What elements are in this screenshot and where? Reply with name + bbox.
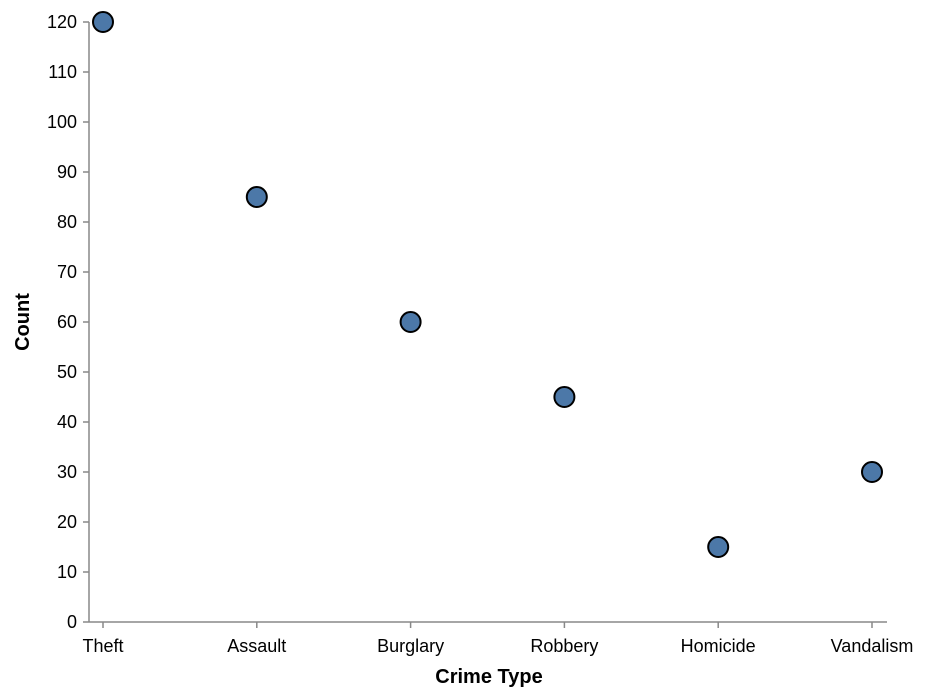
y-tick-label: 110: [48, 62, 77, 82]
x-axis-title: Crime Type: [435, 666, 542, 688]
data-point: [707, 536, 730, 558]
y-tick-label: 100: [47, 112, 77, 132]
data-point: [92, 11, 114, 33]
y-tick-label: 90: [57, 162, 77, 182]
data-points: [92, 11, 883, 558]
x-tick-label: Assault: [227, 636, 286, 656]
y-tick-label: 70: [57, 262, 77, 282]
y-tick-label: 30: [57, 462, 77, 482]
y-tick-label: 80: [57, 212, 77, 232]
y-tick-label: 50: [57, 362, 77, 382]
y-tick-label: 120: [47, 12, 77, 32]
y-tick-label: 0: [67, 612, 77, 632]
y-tick-label: 40: [57, 412, 77, 432]
x-axis: Theft Assault Burglary Robbery Homicide Vanda…: [82, 621, 914, 656]
y-tick-label: 10: [57, 562, 77, 582]
y-tick-label: 60: [57, 312, 77, 332]
data-point: [245, 186, 268, 208]
data-point: [553, 386, 576, 408]
x-tick-label: Robbery: [530, 636, 598, 656]
y-axis-title: Count: [12, 293, 34, 351]
y-tick-label: 20: [57, 512, 77, 532]
y-axis: 0 10 20 30 40 50 60 70 80 90 100 110 120: [47, 12, 90, 632]
x-tick-label: Theft: [82, 636, 123, 656]
x-tick-label: Vandalism: [831, 636, 914, 656]
x-tick-label: Homicide: [681, 636, 756, 656]
data-point: [861, 461, 883, 483]
x-tick-label: Burglary: [377, 636, 444, 656]
data-point: [399, 311, 422, 333]
